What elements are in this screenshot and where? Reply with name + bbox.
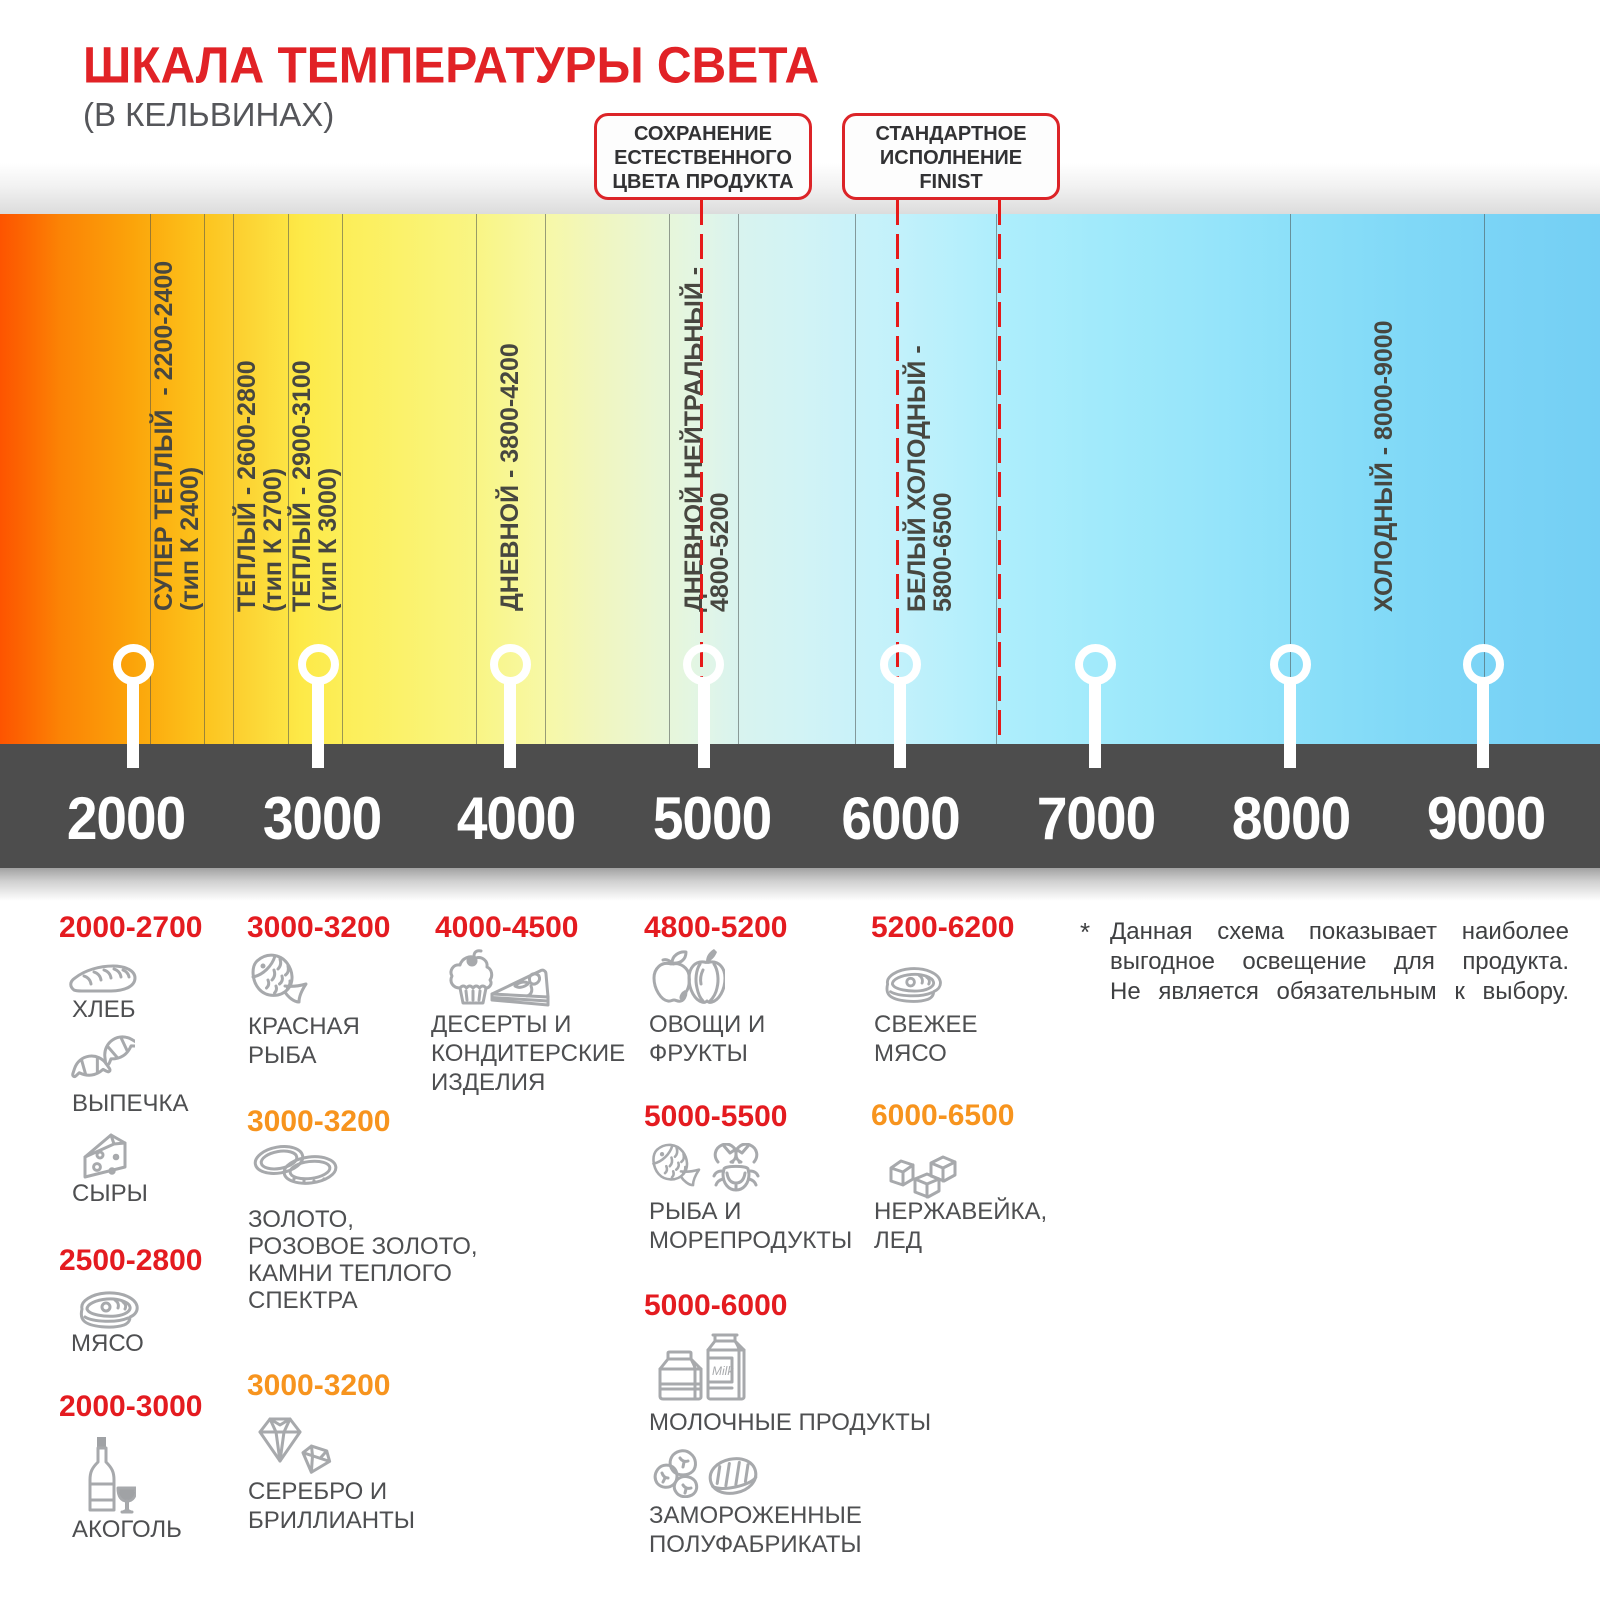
svg-text:Milk: Milk [712, 1364, 734, 1378]
